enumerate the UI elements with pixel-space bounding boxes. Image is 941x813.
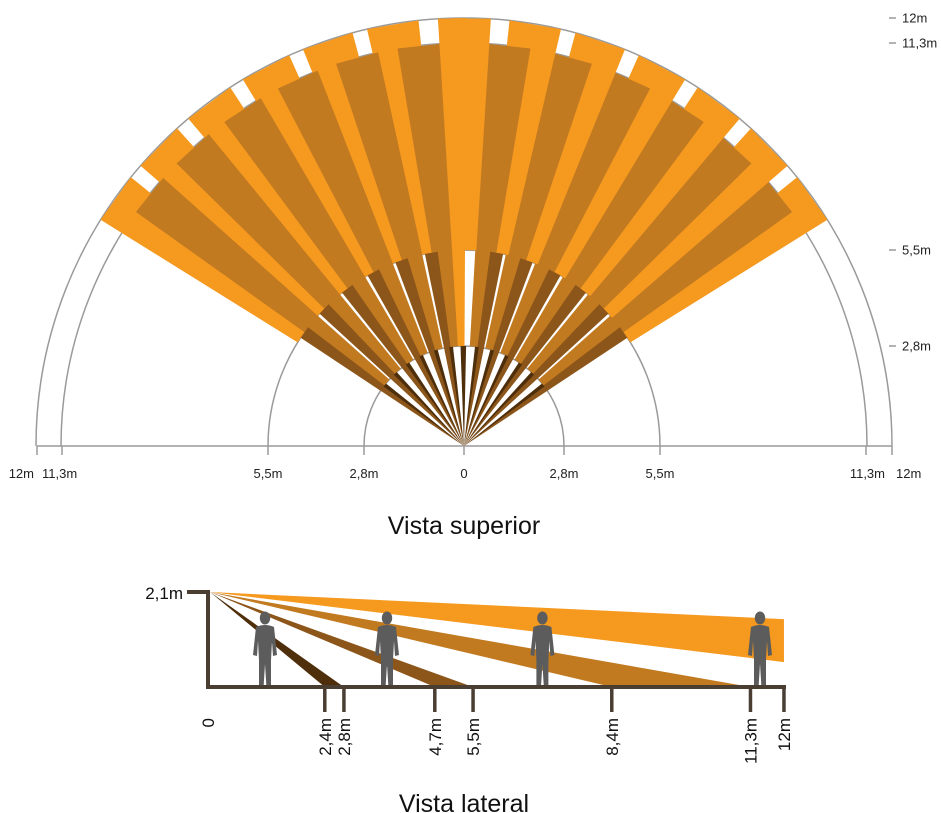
scale-label: 5,5m [902,243,931,258]
distance-label: 2,8m [335,718,354,756]
beam-near [367,269,464,446]
people-figures [253,611,772,688]
beam-close [419,354,464,446]
beam-mid [135,177,390,388]
beam-mid [538,177,793,388]
person-icon [375,611,399,688]
top-view: 12m 11,3m 5,5m 2,8m 0 2,8m 5,5m 11,3m 12m 12m 11,… [9,11,937,541]
beam-mid [514,98,704,366]
baseline-ticks [36,446,893,455]
beam-far [595,128,788,318]
beam-mid [224,98,414,366]
detection-beams-side [210,592,784,687]
baseline-label: 11,3m [850,466,885,481]
range-circle [35,17,893,447]
beam-mid [469,43,531,348]
person-body [530,625,555,688]
beam-near [319,304,464,446]
beam-near [464,251,504,446]
beam-center-right [437,18,467,347]
beam-near [300,327,464,446]
beam-close [464,383,545,446]
baseline-label: 5,5m [254,466,283,481]
detection-beams-top [100,18,828,446]
beam-near [464,258,533,446]
beam-near [464,327,628,446]
right-scale-labels: 12m 11,3m 5,5m 2,8m [889,11,937,354]
side-axes [187,590,786,712]
beam-mid [500,70,651,358]
side-beam [210,592,751,687]
beam-close [449,346,464,446]
beam-near [395,258,464,446]
person-head [537,611,548,625]
beam-close [383,383,464,446]
baseline-label: 2,8m [350,466,379,481]
baseline-label: 11,3m [42,466,77,481]
baseline-label: 2,8m [550,466,579,481]
person-head [754,611,766,625]
person-icon [748,611,772,688]
side-beam-far [210,592,784,663]
beam-mid [336,52,443,352]
beam-near [464,284,586,446]
distance-label: 12m [775,718,794,751]
baseline-label: 12m [9,466,34,481]
side-beam [210,592,344,687]
person-icon [253,611,277,688]
side-view: 2,1m 0 2,4m 2,8m 4,7m 5,5m 8,4m 11,3m 12m Vista… [145,584,794,813]
beam-close [464,349,495,446]
beam-close [464,346,479,446]
scale-label: 11,3m [902,36,937,51]
distance-label: 8,4m [603,718,622,756]
beam-close [393,372,464,446]
person-body [748,625,772,688]
beam-mid [176,134,401,376]
scale-label: 2,8m [902,339,931,354]
distance-label: 4,7m [426,718,445,756]
beam-mid [527,134,752,376]
beam-close [464,372,535,446]
distance-label: 2,4m [316,718,335,756]
person-head [259,611,271,625]
beam-near [464,304,609,446]
distance-labels: 0 2,4m 2,8m 4,7m 5,5m 8,4m 11,3m 12m [199,718,794,764]
baseline-labels: 12m 11,3m 5,5m 2,8m 0 2,8m 5,5m 11,3m 12m [9,466,922,481]
beam-mid [397,43,459,348]
beam-mid [485,52,592,352]
person-icon [530,611,555,688]
height-label: 2,1m [145,584,183,603]
side-view-caption: Vista lateral [399,790,529,813]
beam-near [464,269,561,446]
person-body [375,625,399,688]
distance-label: 11,3m [742,718,761,764]
baseline-label: 12m [896,466,921,481]
beam-center-close [460,346,467,446]
scale-label: 12m [902,11,927,26]
person-head [381,611,393,625]
distance-label: 0 [199,718,218,727]
person-body [253,625,277,688]
distance-label: 5,5m [464,718,483,756]
baseline-label-center: 0 [460,466,467,481]
beam-mid [277,70,428,358]
beam-close [464,362,523,446]
beam-near [424,251,464,446]
beam-close [464,354,509,446]
side-beam [210,592,474,687]
baseline-label: 5,5m [646,466,675,481]
top-view-caption: Vista superior [388,512,540,540]
beam-close [433,349,464,446]
beam-close [405,362,464,446]
beam-far [140,128,333,318]
beam-near [342,284,464,446]
